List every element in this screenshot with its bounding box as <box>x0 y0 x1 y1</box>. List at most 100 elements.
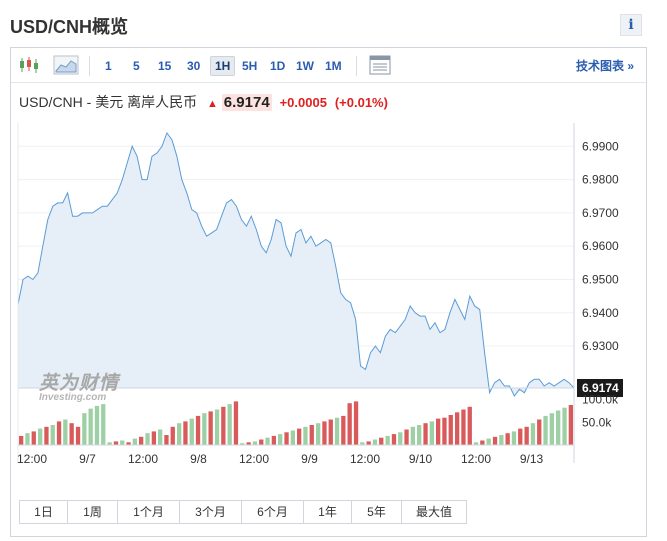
volume-bar <box>417 425 422 445</box>
volume-axis-label: 50.0k <box>582 415 612 429</box>
volume-bar <box>44 426 49 445</box>
time-axis-label: 9/9 <box>301 452 318 466</box>
interval-1m[interactable]: 1 <box>105 59 112 73</box>
volume-bar <box>549 413 554 445</box>
volume-bar <box>189 418 194 445</box>
volume-bar <box>271 435 276 445</box>
price-chart[interactable]: 6.9900 6.9800 6.9700 6.9600 6.9500 6.9400 6.93… <box>11 123 646 498</box>
price-line <box>17 131 575 397</box>
time-axis-label: 9/13 <box>520 452 544 466</box>
volume-bar <box>151 431 156 445</box>
range-5y[interactable]: 5年 <box>352 501 402 523</box>
volume-bar <box>492 436 498 445</box>
volume-bar <box>341 415 346 445</box>
info-button[interactable]: i <box>620 14 642 36</box>
time-axis-label: 9/10 <box>409 452 433 466</box>
volume-bar <box>379 437 384 445</box>
interval-15m[interactable]: 15 <box>158 59 172 73</box>
volume-bar <box>473 442 479 445</box>
volume-bar <box>240 443 245 445</box>
toolbar-divider <box>89 56 90 76</box>
area-chart-icon[interactable] <box>53 55 79 75</box>
volume-bar <box>126 442 131 445</box>
last-price-badge-text: 6.9174 <box>582 381 619 395</box>
range-max[interactable]: 最大值 <box>415 505 452 519</box>
range-1d[interactable]: 1日 <box>20 501 68 523</box>
volume-bar <box>221 406 226 445</box>
volume-bar <box>297 428 302 445</box>
time-axis-label: 12:00 <box>461 452 491 466</box>
time-axis-label: 12:00 <box>239 452 269 466</box>
volume-bar <box>543 415 548 445</box>
volume-bar <box>366 441 371 445</box>
volume-bar <box>290 430 295 445</box>
volume-bar <box>170 426 175 445</box>
price-change: +0.0005 <box>279 95 327 110</box>
volume-bar <box>94 405 100 445</box>
range-1m[interactable]: 1个月 <box>118 501 180 523</box>
technical-chart-link[interactable]: 技术图表 » <box>576 59 635 73</box>
volume-bar <box>88 408 93 445</box>
price-axis-label: 6.9800 <box>582 173 619 187</box>
volume-bar <box>158 429 163 445</box>
volume-bar <box>568 405 573 445</box>
volume-bar <box>25 433 30 445</box>
volume-bar <box>195 415 201 445</box>
interval-1mo[interactable]: 1M <box>325 59 342 73</box>
candlestick-icon[interactable] <box>17 55 41 75</box>
volume-bar <box>316 423 321 445</box>
toolbar-divider <box>356 56 357 76</box>
volume-bar <box>562 407 567 445</box>
volume-bar <box>56 421 62 445</box>
volume-bar <box>145 433 150 445</box>
price-axis-label: 6.9700 <box>582 206 619 220</box>
range-1y[interactable]: 1年 <box>304 501 352 523</box>
range-1w[interactable]: 1周 <box>68 501 118 523</box>
time-axis-label: 9/8 <box>190 452 207 466</box>
logo-chinese: 英为财情 <box>39 372 120 394</box>
instrument-name: USD/CNH - 美元 离岸人民币 <box>19 94 198 110</box>
volume-bar <box>334 417 340 445</box>
volume-bar <box>518 428 523 445</box>
volume-bar <box>265 437 270 445</box>
interval-1d[interactable]: 1D <box>270 59 286 73</box>
interval-1w[interactable]: 1W <box>296 59 314 73</box>
time-axis-label: 12:00 <box>350 452 380 466</box>
time-axis-label: 9/7 <box>79 452 96 466</box>
volume-bar <box>524 426 529 445</box>
table-view-icon[interactable] <box>369 55 391 75</box>
volume-bar <box>385 435 390 445</box>
volume-bar <box>322 421 327 445</box>
interval-5m[interactable]: 5 <box>133 59 140 73</box>
arrow-up-icon: ▲ <box>207 98 218 110</box>
volume-bar <box>423 423 428 445</box>
volume-bar <box>113 441 119 445</box>
volume-bar <box>404 429 409 445</box>
interval-30m[interactable]: 30 <box>187 59 201 73</box>
volume-bar <box>183 421 188 445</box>
range-6m[interactable]: 6个月 <box>242 501 304 523</box>
investing-logo: 英为财情 Investing.com <box>39 368 119 403</box>
range-3m[interactable]: 3个月 <box>180 501 242 523</box>
volume-bar <box>455 412 460 445</box>
volume-bar <box>410 426 415 445</box>
volume-bar <box>436 418 441 445</box>
volume-bar <box>227 404 232 445</box>
volume-bar <box>511 431 517 445</box>
volume-bar <box>120 440 125 445</box>
volume-bar <box>233 401 239 445</box>
volume-bar <box>75 426 81 445</box>
volume-bar <box>246 442 251 445</box>
volume-bar <box>139 436 144 445</box>
volume-bar <box>252 441 258 445</box>
interval-1h[interactable]: 1H <box>210 56 236 76</box>
chart-widget: 1 5 15 30 1H 5H 1D 1W 1M 技术图表 » USD/CNH … <box>10 47 647 537</box>
volume-bar <box>164 435 169 445</box>
volume-bar <box>360 442 365 445</box>
volume-bar <box>347 403 352 445</box>
price-axis-label: 6.9500 <box>582 272 619 286</box>
volume-bar <box>63 419 68 445</box>
interval-5h[interactable]: 5H <box>242 59 258 73</box>
volume-bar <box>372 439 378 445</box>
last-price-badge <box>577 379 623 397</box>
